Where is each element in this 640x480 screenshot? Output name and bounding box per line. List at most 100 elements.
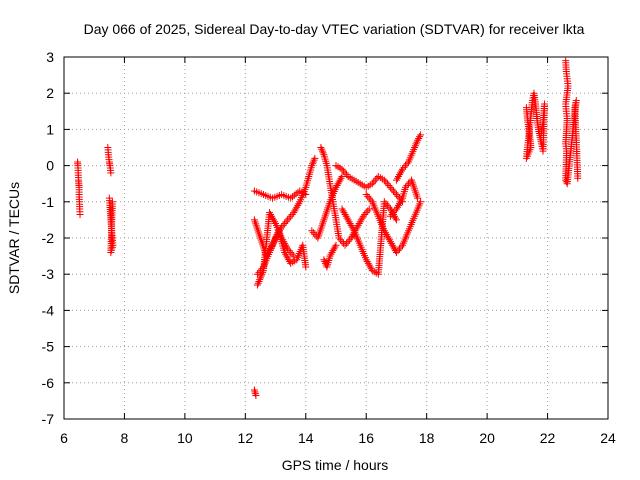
- data-point: [286, 258, 294, 266]
- data-point: [356, 218, 364, 226]
- data-point: [302, 191, 310, 199]
- x-tick-label: 10: [177, 430, 193, 446]
- data-point: [266, 209, 274, 217]
- y-tick-label: -4: [42, 302, 55, 318]
- data-point: [364, 259, 372, 267]
- data-point: [251, 388, 259, 396]
- data-point: [416, 133, 424, 141]
- data-point: [366, 263, 374, 271]
- data-point: [293, 203, 301, 211]
- data-point: [383, 180, 391, 188]
- data-point: [359, 212, 367, 220]
- data-point: [308, 227, 316, 235]
- data-point: [270, 216, 278, 224]
- data-point: [414, 136, 422, 144]
- y-tick-label: 0: [46, 158, 54, 174]
- data-point: [383, 201, 391, 209]
- data-point: [291, 207, 299, 215]
- data-point: [267, 245, 275, 253]
- data-point: [328, 248, 336, 256]
- data-point: [337, 236, 345, 244]
- data-point: [391, 189, 399, 197]
- data-point: [392, 248, 400, 256]
- data-point: [318, 147, 326, 155]
- data-point: [392, 176, 400, 184]
- data-point: [333, 182, 341, 190]
- data-point: [292, 205, 300, 213]
- data-point: [574, 174, 582, 182]
- data-point: [76, 210, 84, 218]
- data-point: [340, 209, 348, 217]
- data-point: [417, 131, 425, 139]
- data-point: [346, 220, 354, 228]
- data-point: [347, 234, 355, 242]
- data-point: [334, 180, 342, 188]
- data-point: [403, 182, 411, 190]
- data-point: [337, 174, 345, 182]
- data-point: [388, 210, 396, 218]
- data-point: [345, 218, 353, 226]
- data-point: [415, 134, 423, 142]
- data-point: [392, 216, 400, 224]
- data-point: [282, 241, 290, 249]
- data-point: [395, 245, 403, 253]
- data-point: [253, 281, 261, 289]
- data-point: [251, 390, 259, 398]
- data-point: [411, 144, 419, 151]
- data-point: [335, 234, 343, 242]
- data-point: [294, 201, 302, 209]
- data-point: [310, 156, 318, 164]
- data-point: [398, 165, 406, 173]
- data-point: [397, 196, 405, 204]
- data-point: [280, 238, 288, 246]
- data-point: [393, 174, 401, 182]
- data-point: [386, 212, 394, 220]
- data-point: [258, 270, 266, 278]
- data-point: [295, 200, 303, 208]
- data-point: [285, 214, 293, 222]
- x-tick-label: 16: [358, 430, 374, 446]
- data-point: [346, 236, 354, 244]
- data-point: [292, 190, 300, 198]
- data-point: [326, 252, 334, 260]
- x-tick-label: 18: [419, 430, 435, 446]
- data-point: [108, 198, 116, 206]
- data-point: [394, 201, 402, 209]
- data-point: [288, 210, 296, 218]
- data-point: [385, 182, 393, 190]
- data-point: [290, 191, 298, 199]
- data-point: [287, 194, 295, 202]
- data-point: [285, 256, 293, 264]
- data-point: [290, 252, 298, 260]
- data-point: [388, 241, 396, 249]
- data-point: [368, 180, 376, 188]
- data-point: [411, 142, 419, 150]
- chart-title: Day 066 of 2025, Sidereal Day-to-day VTE…: [84, 21, 585, 37]
- data-point: [362, 209, 370, 217]
- data-point: [341, 169, 349, 177]
- data-point: [349, 225, 357, 233]
- data-point: [413, 138, 421, 146]
- data-point: [348, 223, 356, 231]
- data-point: [281, 248, 289, 256]
- y-tick-label: 3: [46, 49, 54, 65]
- data-point: [348, 232, 356, 240]
- data-point: [389, 209, 397, 217]
- data-point: [382, 200, 390, 208]
- y-tick-label: -2: [42, 230, 55, 246]
- data-point: [255, 277, 263, 285]
- data-point: [282, 218, 290, 226]
- data-point: [281, 239, 289, 247]
- data-point: [395, 200, 403, 208]
- data-point: [338, 165, 346, 173]
- data-point: [285, 247, 293, 255]
- data-point: [343, 214, 351, 222]
- data-point: [382, 178, 390, 186]
- data-point: [389, 187, 397, 195]
- data-point: [380, 198, 388, 206]
- data-point: [271, 218, 279, 226]
- data-point: [256, 274, 264, 282]
- data-point: [284, 216, 292, 224]
- data-point: [363, 258, 371, 266]
- data-point: [309, 229, 317, 237]
